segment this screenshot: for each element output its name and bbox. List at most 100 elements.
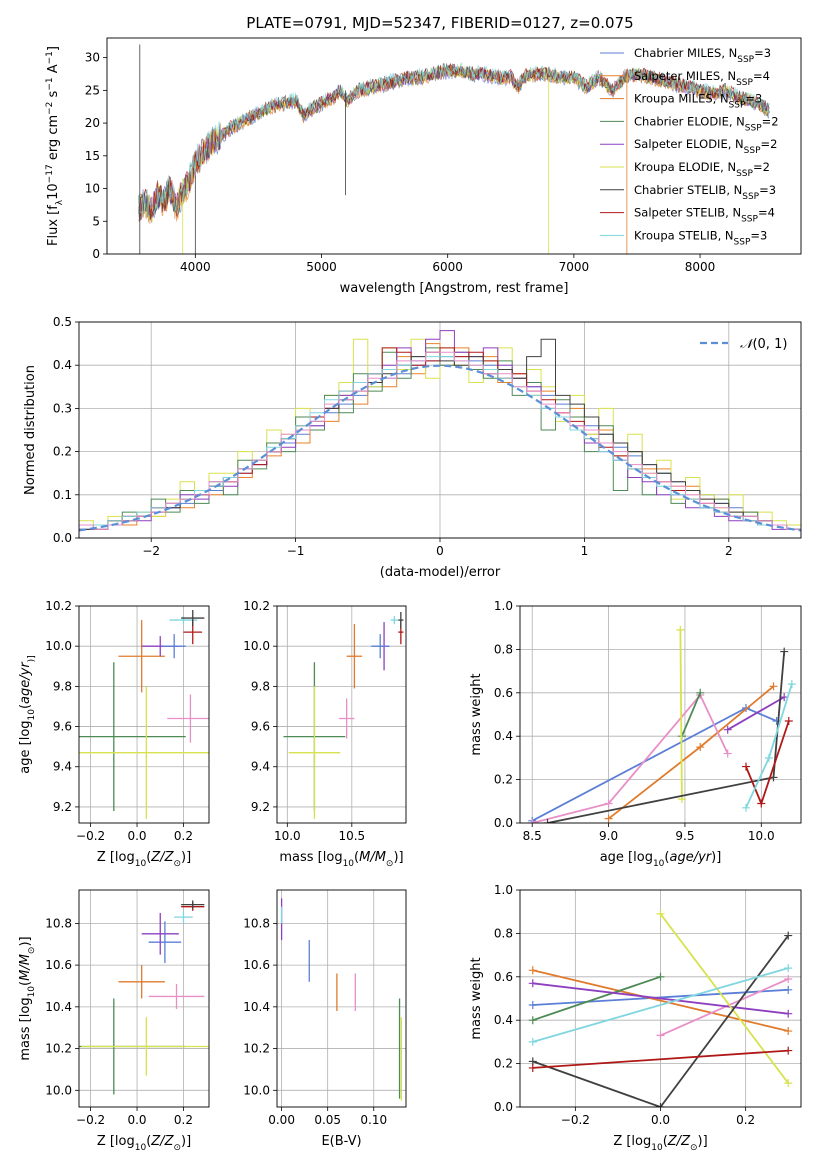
x-tick-label: 10.0 <box>748 829 775 843</box>
mass-weight-point <box>528 979 537 988</box>
mass-weight-series-line <box>532 975 661 1022</box>
mass-weight-point <box>528 819 537 823</box>
plot-area <box>79 610 209 819</box>
mass-weight-point <box>784 964 793 973</box>
y-tick-label: 0.8 <box>494 926 513 940</box>
y-tick-label: 0.2 <box>53 445 72 459</box>
x-axis-label: Z [log10(Z/Z⊙)] <box>97 1134 191 1153</box>
mass-weight-point <box>656 1031 665 1040</box>
mass-weight-point <box>742 803 751 812</box>
x-tick-label: 0.05 <box>314 1113 341 1127</box>
errorbar-point <box>118 965 165 999</box>
x-tick-label: 0.10 <box>360 1113 387 1127</box>
mass-weight-point <box>528 1001 537 1010</box>
mass-weight-point <box>757 799 766 808</box>
y-axis-label: Flux [fλ10−17 erg cm−2 s−1 A−1] <box>45 46 65 246</box>
x-tick-label: 5000 <box>306 260 337 274</box>
x-tick-label: 7000 <box>559 260 590 274</box>
mass-weight-series-line <box>659 913 789 1084</box>
mass-weight-point <box>784 1027 793 1036</box>
y-tick-label: 10.8 <box>45 916 72 930</box>
errorbar-point <box>338 698 355 739</box>
mass-weight-series-line <box>679 629 683 800</box>
y-tick-label: 1.0 <box>494 883 513 897</box>
axes-age-vs-mass: 10.0 10.5 9.2 9.4 9.6 9.8 10.0 10.2 mass [log10(… <box>243 599 407 869</box>
y-tick-label: 0.4 <box>53 358 72 372</box>
mass-weight-point <box>742 762 751 771</box>
y-tick-label: 0 <box>92 247 100 261</box>
y-tick-label: 0.4 <box>494 1013 513 1027</box>
histogram-series <box>79 351 801 538</box>
mass-weight-point <box>528 1063 537 1072</box>
errorbar-point <box>148 921 182 964</box>
spectrum-legend: Chabrier MILES, NSSP=3 Salpeter MILES, NS… <box>600 46 779 247</box>
axes-frame <box>276 605 407 824</box>
y-tick-label: 9.4 <box>53 760 72 774</box>
plot-area <box>79 900 209 1095</box>
x-tick-label: 0.2 <box>174 1113 193 1127</box>
y-tick-label: 0.6 <box>494 970 513 984</box>
axes-frame <box>276 889 407 1108</box>
mass-weight-series-line <box>532 935 789 1107</box>
errorbar-point <box>148 983 205 1009</box>
y-tick-label: 9.2 <box>53 800 72 814</box>
y-tick-label: 10.0 <box>45 639 72 653</box>
errorbar-point <box>181 610 205 627</box>
y-tick-label: 10.2 <box>243 599 270 613</box>
x-tick-label: 1 <box>581 544 589 558</box>
legend-label: Chabrier STELIB, NSSP=3 <box>634 183 776 202</box>
x-tick-label: 0.2 <box>736 1113 755 1127</box>
y-tick-label: 10.0 <box>45 1083 72 1097</box>
legend-label: Kroupa STELIB, NSSP=3 <box>634 228 767 247</box>
axes-age-vs-Z: −0.2 0.0 0.2 9.2 9.4 9.6 9.8 10.0 10.2 Z [log10(Z… <box>18 599 210 869</box>
histogram-series <box>79 330 801 538</box>
y-tick-label: 10 <box>85 182 100 196</box>
errorbar-point <box>288 686 341 819</box>
axes-frame <box>106 37 802 255</box>
mass-weight-series-line <box>532 969 789 1032</box>
mass-weight-point <box>656 972 665 981</box>
mass-weight-point <box>656 909 665 918</box>
legend-label: Chabrier ELODIE, NSSP=2 <box>634 114 779 133</box>
y-tick-label: 0.5 <box>53 315 72 329</box>
legend-label: 𝒩(0, 1) <box>740 337 787 352</box>
mass-weight-series-line <box>681 692 702 737</box>
y-axis-label: age [log10(age/yr)] <box>18 655 37 773</box>
axes-frame <box>78 605 210 824</box>
y-tick-label: 10.2 <box>45 1042 72 1056</box>
mass-weight-point <box>528 966 537 975</box>
errorbar-point <box>398 612 404 629</box>
legend-label: Salpeter MILES, NSSP=4 <box>634 69 770 88</box>
mass-weight-point <box>780 647 789 656</box>
axes-frame <box>519 605 802 824</box>
y-tick-label: 9.8 <box>53 679 72 693</box>
plot-area <box>283 612 404 819</box>
y-tick-label: 20 <box>85 116 100 130</box>
mass-weight-point <box>769 682 778 691</box>
plot-area <box>528 909 793 1107</box>
mass-weight-series-line <box>532 982 789 1015</box>
y-tick-label: 30 <box>85 51 100 65</box>
errorbar-point <box>118 620 165 693</box>
y-tick-label: 9.8 <box>251 679 270 693</box>
x-tick-label: 0.0 <box>651 1113 670 1127</box>
mass-weight-point <box>604 814 613 823</box>
y-tick-label: 1.0 <box>494 599 513 613</box>
y-tick-label: 0.6 <box>494 686 513 700</box>
y-axis-label: mass weight <box>469 673 484 755</box>
axes-frame <box>78 321 802 539</box>
y-axis-label: mass [log10(M/M⊙)] <box>18 936 37 1060</box>
histogram-series <box>79 356 801 538</box>
mass-weight-point <box>723 749 732 758</box>
y-tick-label: 15 <box>85 149 100 163</box>
mass-weight-point <box>784 717 793 726</box>
y-tick-label: 0.3 <box>53 401 72 415</box>
plot-area <box>528 625 796 823</box>
y-tick-label: 0.4 <box>494 729 513 743</box>
x-axis-label: (data-model)/error <box>380 565 501 580</box>
errorbar-point <box>371 634 390 659</box>
mass-weight-point <box>528 1016 537 1025</box>
y-tick-label: 9.4 <box>251 760 270 774</box>
